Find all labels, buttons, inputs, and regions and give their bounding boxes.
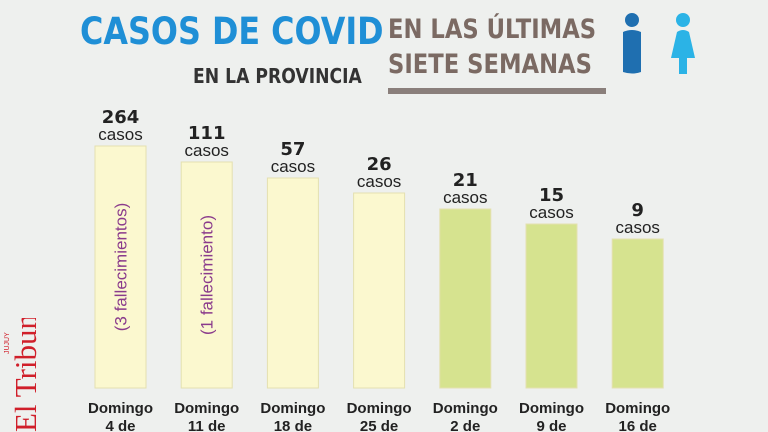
data-label-value: 57 <box>280 139 305 160</box>
el-tribuno-logo: El Tribuno JUJUY <box>4 318 42 432</box>
female-person-icon <box>671 13 695 74</box>
data-label-value: 9 <box>631 200 644 221</box>
data-label-value: 26 <box>367 154 392 175</box>
bar <box>353 192 406 389</box>
data-label-value: 264 <box>102 107 140 128</box>
brand-name: El Tribuno <box>8 318 42 432</box>
bar <box>94 145 147 389</box>
data-label-unit: casos <box>357 172 401 191</box>
bar <box>525 223 578 389</box>
male-person-icon <box>623 13 641 74</box>
data-label-value: 21 <box>453 170 478 191</box>
bar <box>266 177 319 389</box>
bar <box>611 238 664 389</box>
brand-region: JUJUY <box>4 332 11 354</box>
bar <box>180 161 233 389</box>
x-tick-label: Domingo 4 de <box>88 400 153 432</box>
data-label-unit: casos <box>529 203 573 222</box>
data-label-unit: casos <box>184 141 228 160</box>
data-label-value: 111 <box>188 123 226 144</box>
x-tick-label: Domingo 16 de <box>605 400 670 432</box>
period-underline <box>388 88 606 94</box>
x-tick-label: Domingo 11 de <box>174 400 239 432</box>
data-label-unit: casos <box>271 157 315 176</box>
data-label-unit: casos <box>615 218 659 237</box>
x-tick-label: Domingo 9 de <box>519 400 584 432</box>
data-label-unit: casos <box>98 125 142 144</box>
data-label-unit: casos <box>443 188 487 207</box>
period-line-2: SIETE SEMANAS <box>388 49 592 80</box>
period-line-1: EN LAS ÚLTIMAS <box>388 14 597 45</box>
data-label-value: 15 <box>539 185 564 206</box>
bar-annotation: (1 fallecimiento) <box>198 215 217 335</box>
x-tick-label: Domingo 2 de <box>433 400 498 432</box>
chart-period-title: EN LAS ÚLTIMAS SIETE SEMANAS <box>388 12 596 82</box>
chart-subtitle: EN LA PROVINCIA <box>193 64 362 88</box>
chart-title: CASOS DE COVID <box>80 10 384 53</box>
bar-annotation: (3 fallecimientos) <box>112 203 131 332</box>
x-tick-label: Domingo 25 de <box>347 400 412 432</box>
bar <box>439 208 492 389</box>
x-tick-label: Domingo 18 de <box>260 400 325 432</box>
